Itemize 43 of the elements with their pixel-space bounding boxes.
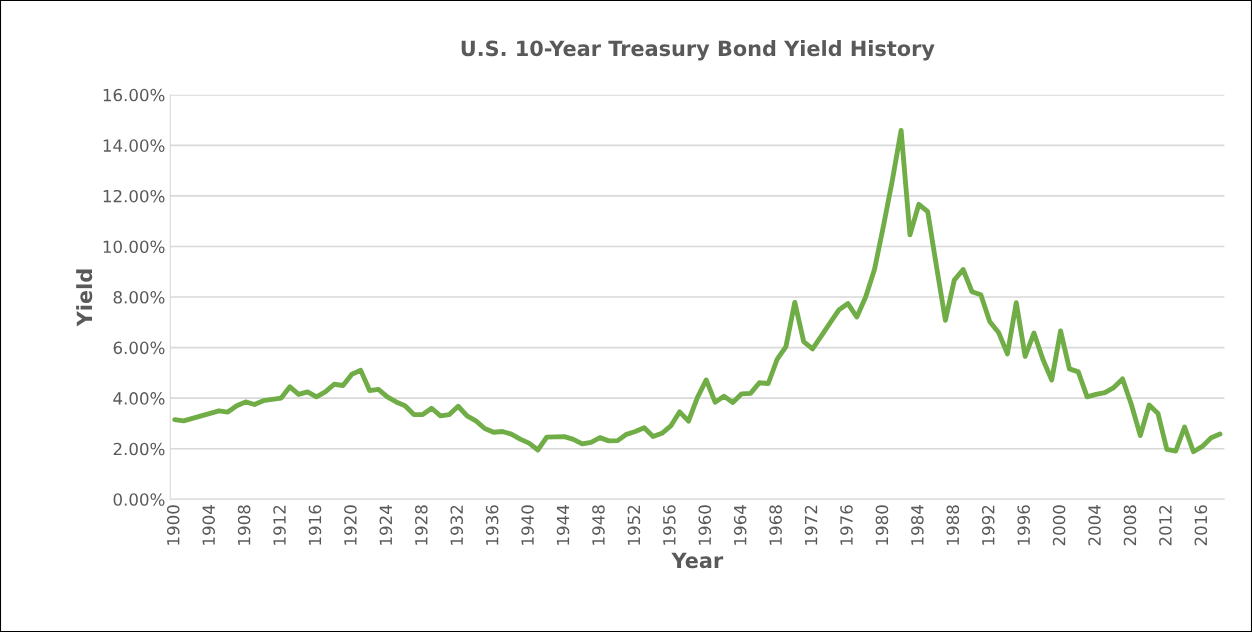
x-tick-label: 1972 [804, 505, 818, 545]
x-tick-label: 1980 [875, 505, 889, 545]
line-series [172, 128, 1223, 455]
x-tick-label: 1924 [379, 505, 393, 545]
x-tick-label: 1952 [627, 505, 641, 545]
x-tick-label: 1944 [556, 505, 570, 545]
x-tick-label: 1968 [769, 505, 782, 545]
y-tick-label: 2.00% [113, 442, 165, 456]
x-tick-label: 2004 [1088, 505, 1101, 546]
x-tick-label: 1940 [521, 505, 534, 545]
x-tick-label: 2008 [1123, 505, 1137, 546]
x-tick-label: 1996 [1017, 505, 1030, 545]
x-tick-label: 1964 [733, 505, 747, 545]
x-tick-label: 1928 [414, 505, 428, 545]
y-tick-label: 8.00% [113, 291, 165, 304]
x-tick-label: 1920 [344, 505, 357, 545]
y-tick-label: 0.00% [113, 493, 165, 506]
x-tick-label: 1904 [202, 505, 215, 545]
x-tick-label: 2016 [1194, 505, 1208, 546]
x-tick-label: 1976 [840, 505, 853, 545]
x-tick-label: 1912 [273, 505, 286, 545]
x-axis-title: Year [671, 552, 724, 569]
x-tick-label: 1916 [308, 505, 322, 545]
y-tick-label: 16.00% [103, 88, 165, 102]
x-tick-label: 1956 [663, 505, 676, 545]
x-tick-label: 1992 [981, 505, 995, 545]
y-tick-label: 6.00% [113, 341, 165, 355]
chart-title: U.S. 10-Year Treasury Bond Yield History [461, 40, 935, 61]
x-tick-label: 1988 [946, 505, 960, 545]
y-tick-label: 10.00% [103, 240, 165, 254]
y-tick-label: 14.00% [103, 139, 165, 152]
x-tick-label: 1960 [698, 505, 712, 545]
x-tick-label: 1948 [592, 505, 605, 545]
x-tick-label: 1936 [485, 505, 499, 545]
y-tick-label: 4.00% [113, 392, 165, 405]
x-tick-label: 2012 [1159, 505, 1172, 546]
x-tick-label: 1900 [166, 505, 180, 545]
x-tick-label: 1932 [450, 505, 464, 545]
x-tick-label: 1908 [237, 505, 251, 545]
y-tick-label: 12.00% [103, 189, 165, 203]
y-axis-title: Yield [76, 269, 93, 327]
x-tick-label: 1984 [911, 505, 924, 545]
x-tick-label: 2000 [1052, 505, 1066, 546]
